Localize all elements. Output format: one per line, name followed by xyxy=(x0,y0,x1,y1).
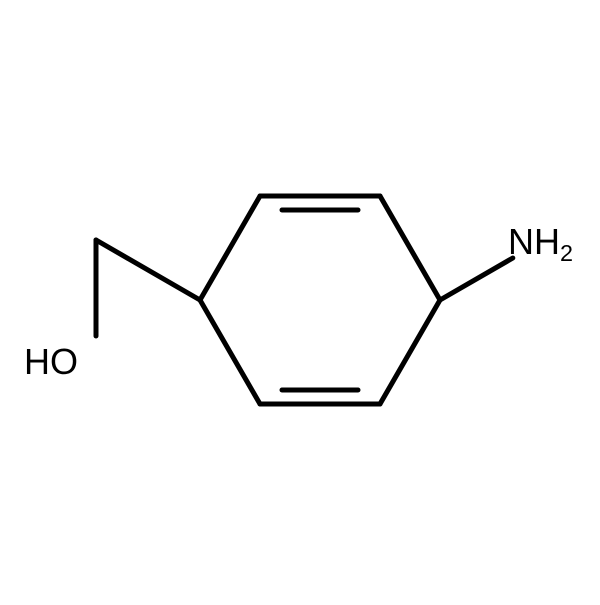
chemical-structure: HO NH2 xyxy=(0,0,600,600)
hydroxyl-label: HO xyxy=(24,344,78,380)
amine-label: NH2 xyxy=(508,224,573,260)
molecule-svg xyxy=(0,0,600,600)
